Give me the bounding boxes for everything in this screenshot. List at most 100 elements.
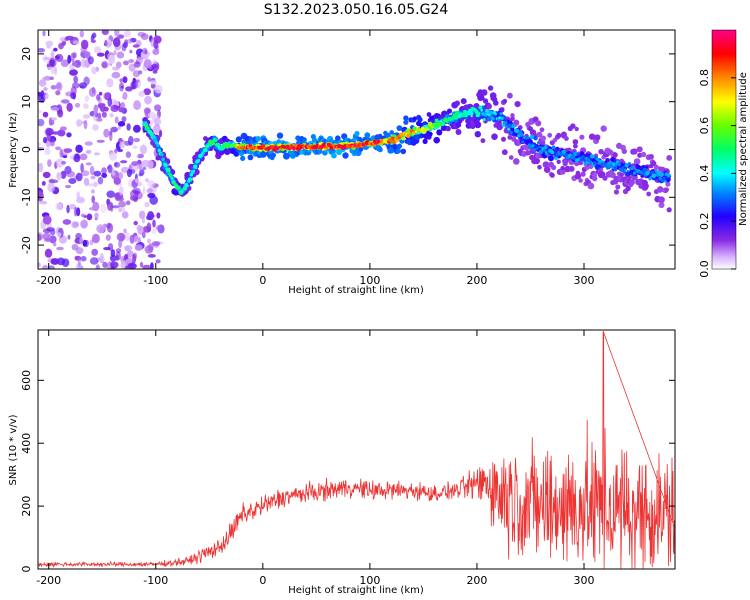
spectrogram-noise-blob bbox=[141, 159, 151, 168]
snr-x-axis-label: Height of straight line (km) bbox=[288, 585, 424, 596]
spectrogram-ridge-cell bbox=[477, 111, 481, 115]
spectrogram-noise-blob bbox=[147, 192, 156, 199]
spectrogram-ridge-cell bbox=[642, 167, 648, 173]
spectrogram-noise-blob bbox=[133, 61, 141, 68]
spectrogram-noise-blob bbox=[69, 203, 76, 210]
x-tick-label: 200 bbox=[466, 274, 487, 287]
spectrogram-noise-blob bbox=[147, 238, 151, 244]
spectrogram-ridge-cell bbox=[478, 105, 483, 110]
spectrogram-ridge-cell bbox=[624, 168, 627, 171]
spectrogram-ridge-cell bbox=[342, 152, 349, 159]
x-tick-label: 300 bbox=[574, 574, 595, 587]
spectrogram-x-ticks: -200 -100 0 100 200 300 bbox=[36, 30, 595, 287]
spectrogram-noise-blob bbox=[116, 232, 126, 242]
spectrogram-ridge-cell bbox=[666, 207, 672, 213]
spectrogram-noise-blob bbox=[146, 188, 153, 194]
spectrogram-noise-blob bbox=[60, 170, 67, 179]
spectrogram-ridge-cell bbox=[499, 112, 503, 115]
spectrogram-noise-blob bbox=[124, 245, 133, 252]
spectrogram-noise-blob bbox=[42, 232, 52, 240]
spectrogram-noise-blob bbox=[59, 148, 64, 158]
spectrogram-noise-blob bbox=[84, 51, 91, 59]
spectrogram-ridge-cell bbox=[474, 131, 481, 138]
spectrogram-ridge-cell bbox=[580, 171, 586, 177]
spectrogram-noise-blob bbox=[147, 254, 156, 258]
spectrogram-noise-blob bbox=[43, 75, 52, 81]
spectrogram-ridge-cell bbox=[417, 117, 423, 123]
spectrogram-ridge-cell bbox=[507, 123, 513, 129]
spectrogram-noise-blob bbox=[55, 158, 64, 168]
spectrogram-noise-blob bbox=[98, 91, 103, 96]
spectrogram-noise-blob bbox=[89, 257, 99, 265]
y-tick-label: 0 bbox=[20, 566, 33, 573]
spectrogram-noise-blob bbox=[113, 50, 117, 55]
spectrogram-ridge-cell bbox=[537, 165, 542, 170]
spectrogram-ridge-cell bbox=[598, 148, 604, 155]
spectrogram-ridge-cell bbox=[364, 132, 371, 139]
spectrogram-ridge-cell bbox=[559, 168, 566, 175]
spectrogram-ridge-cell bbox=[561, 149, 566, 154]
spectrogram-noise-blob bbox=[108, 54, 116, 65]
spectrogram-ridge-cell bbox=[335, 135, 341, 141]
spectrogram-noise-blob bbox=[147, 180, 155, 188]
spectrogram-ridge-cell bbox=[392, 140, 397, 145]
spectrogram-ridge-cell bbox=[568, 165, 575, 172]
spectrogram-noise-blob bbox=[88, 87, 97, 97]
colorbar: 0.0 0.2 0.4 0.6 0.8 Normalized spectral ampl… bbox=[698, 29, 749, 278]
spectrogram-ridge-cell bbox=[145, 126, 150, 131]
spectrogram-noise-blob bbox=[70, 52, 75, 63]
spectrogram-ridge-cell bbox=[163, 162, 168, 168]
spectrogram-ridge-cell bbox=[514, 101, 521, 108]
spectrogram-noise-blob bbox=[73, 154, 81, 163]
spectrogram-ridge-cell bbox=[625, 185, 631, 192]
y-tick-label: -10 bbox=[20, 188, 33, 206]
spectrogram-ridge-cell bbox=[535, 147, 539, 150]
spectrogram-noise-blob bbox=[87, 183, 96, 187]
spectrogram-ridge-cell bbox=[572, 139, 579, 145]
spectrogram-ridge-cell bbox=[656, 186, 664, 193]
spectrogram-noise-blob bbox=[132, 44, 140, 48]
spectrogram-ridge-cell bbox=[631, 148, 638, 155]
spectrogram-noise-blob bbox=[138, 173, 143, 177]
spectrogram-noise-blob bbox=[101, 30, 109, 35]
spectrogram-ridge-cell bbox=[633, 158, 641, 165]
spectrogram-noise-blob bbox=[56, 82, 62, 90]
spectrogram-ridge-cell bbox=[271, 152, 276, 158]
spectrogram-ridge-cell bbox=[401, 137, 405, 141]
spectrogram-ridge-cell bbox=[455, 110, 460, 115]
spectrogram-noise-blob bbox=[129, 49, 133, 54]
spectrogram-ridge-cell bbox=[608, 164, 613, 169]
spectrogram-ridge-cell bbox=[602, 160, 605, 164]
spectrogram-ridge-cell bbox=[539, 127, 545, 133]
spectrogram-noise-blob bbox=[119, 141, 125, 149]
spectrogram-noise-blob bbox=[112, 37, 121, 48]
spectrogram-noise-blob bbox=[38, 118, 45, 127]
spectrogram-ridge-cell bbox=[544, 145, 548, 150]
spectrogram-ridge-cell bbox=[589, 160, 593, 164]
spectrogram-noise-blob bbox=[119, 78, 124, 83]
spectrogram-noise-blob bbox=[133, 235, 141, 244]
spectrogram-noise-blob bbox=[72, 82, 80, 89]
spectrogram-noise-blob bbox=[76, 207, 81, 217]
spectrogram-noise-blob bbox=[145, 178, 149, 182]
spectrogram-noise-blob bbox=[61, 160, 67, 165]
spectrogram-ridge-cell bbox=[587, 182, 595, 190]
spectrogram-ridge-cell bbox=[508, 155, 514, 160]
spectrogram-ridge-cell bbox=[624, 163, 629, 168]
spectrogram-noise-blob bbox=[43, 136, 48, 144]
spectrogram-y-axis-label: Frequency (Hz) bbox=[8, 112, 19, 188]
spectrogram-ridge-cell bbox=[617, 162, 622, 167]
spectrogram-noise-blob bbox=[91, 195, 95, 204]
spectrogram-ridge-cell bbox=[661, 179, 665, 183]
spectrogram-ridge-cell bbox=[295, 135, 301, 141]
spectrogram-noise-blob bbox=[107, 164, 113, 174]
spectrogram-x-axis-label: Height of straight line (km) bbox=[288, 285, 424, 296]
spectrogram-noise-blob bbox=[113, 128, 117, 133]
spectrogram-noise-blob bbox=[77, 257, 81, 267]
spectrogram-noise-blob bbox=[89, 239, 94, 246]
spectrogram-noise-blob bbox=[126, 38, 133, 44]
spectrogram-ridge-cell bbox=[192, 169, 196, 173]
spectrogram-ridge-cell bbox=[531, 144, 535, 148]
spectrogram-ridge-cell bbox=[240, 155, 246, 161]
spectrogram-noise-blob bbox=[90, 39, 96, 43]
